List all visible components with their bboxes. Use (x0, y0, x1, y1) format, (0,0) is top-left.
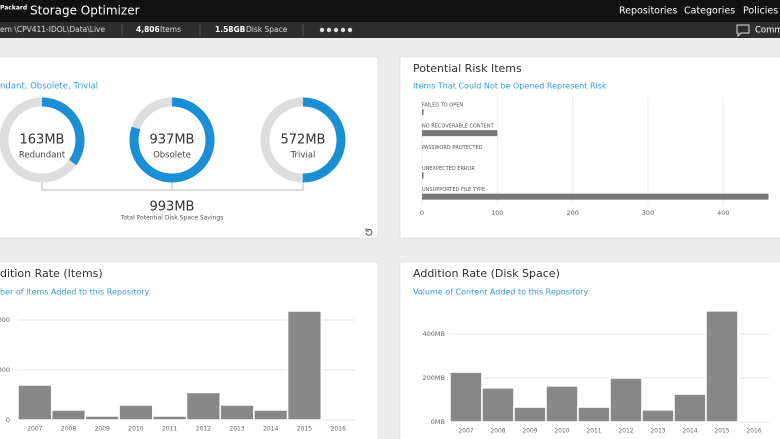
panel-subtitle: Volume of Content Added to this Reposito… (413, 288, 588, 297)
panel-subtitle: ber of Items Added to this Repository (0, 288, 150, 297)
x-tick-label: 300 (642, 209, 654, 217)
bar (422, 130, 498, 137)
nav-item[interactable]: Categories (684, 6, 735, 17)
x-tick-label: 0 (420, 209, 424, 217)
x-tick-label: 100 (491, 209, 503, 217)
donut-arc (260, 97, 346, 183)
bar (422, 193, 769, 200)
x-tick-label: 2007 (27, 426, 42, 433)
x-tick-label: 400 (717, 209, 729, 217)
bar (84, 415, 120, 421)
x-tick-label: 200 (566, 209, 578, 217)
x-tick-label: 2016 (331, 426, 346, 433)
total-savings: 993MB (150, 200, 195, 215)
panel (0, 56, 379, 239)
bar (609, 377, 643, 423)
x-tick-label: 2011 (162, 426, 177, 433)
category-label: PASSWORD PROTECTED (422, 145, 483, 151)
x-tick-label: 2016 (746, 428, 761, 435)
category-label: UNEXPECTED ERROR (422, 166, 475, 172)
donut-arc (129, 97, 215, 183)
status-bar (0, 22, 780, 38)
y-tick-label: 2000 (0, 316, 10, 324)
bar (545, 385, 579, 423)
x-tick-label: 2012 (196, 426, 211, 433)
category-label: UNSUPPORTED FILE TYPE (422, 187, 485, 193)
bar (449, 371, 483, 423)
bar (673, 393, 707, 423)
bar (286, 310, 323, 421)
bar (185, 391, 221, 421)
x-tick-label: 2008 (61, 426, 76, 433)
total-caption: Total Potential Disk Space Savings (120, 215, 224, 222)
x-tick-label: 2013 (650, 428, 665, 435)
x-tick-label: 2009 (95, 426, 110, 433)
nav-item[interactable]: Repositories (619, 6, 677, 17)
x-tick-label: 2013 (229, 426, 244, 433)
x-tick-label: 2014 (263, 426, 278, 433)
x-tick-label: 2012 (618, 428, 633, 435)
bar (422, 109, 424, 115)
bar (422, 172, 424, 179)
refresh-icon[interactable] (365, 228, 373, 236)
donut-value: 572MB (281, 133, 326, 148)
panel-title: Potential Risk Items (413, 62, 522, 75)
category-label: NO RECOVERABLE CONTENT (422, 124, 495, 130)
bar (17, 384, 53, 421)
category-label: FAILED TO OPEN (422, 103, 463, 109)
bar (253, 409, 289, 421)
x-tick-label: 2015 (714, 428, 729, 435)
x-tick-label: 2009 (522, 428, 537, 435)
more-menu[interactable] (319, 27, 353, 33)
panel-subtitle: Items That Could Not be Opened Represent… (413, 82, 607, 91)
bar (513, 406, 547, 423)
donut-value: 937MB (150, 133, 195, 148)
bar (219, 404, 255, 421)
disk-size: 1.58GB (215, 25, 246, 34)
panel (399, 56, 780, 239)
y-tick-label: 0MB (431, 418, 445, 426)
repository-path: em \CPV411-IDOL\Data\Live (0, 25, 105, 34)
x-tick-label: 2014 (682, 428, 697, 435)
x-tick-label: 2008 (490, 428, 505, 435)
bar (641, 409, 675, 423)
y-tick-label: 200MB (423, 374, 445, 382)
nav-item[interactable]: Policies (743, 6, 778, 17)
donut-name: Trivial (290, 151, 316, 161)
logo: Packard (0, 5, 27, 12)
donut-name: Redundant (19, 151, 66, 161)
bar (50, 409, 87, 421)
x-tick-label: 2011 (586, 428, 601, 435)
panel-title: Addition Rate (Disk Space) (413, 267, 560, 280)
x-tick-label: 2010 (554, 428, 569, 435)
bar (152, 415, 188, 421)
panel-subtitle: ndant, Obsolete, Trivial (0, 82, 98, 92)
app-title: Storage Optimizer (30, 4, 140, 18)
bar (705, 310, 739, 423)
disk-unit: Disk Space (246, 25, 288, 34)
bar (577, 406, 611, 423)
items-count: 4,806 (136, 25, 160, 34)
panel-title: dition Rate (Items) (0, 267, 103, 280)
donut-name: Obsolete (153, 151, 191, 161)
x-tick-label: 2015 (297, 426, 312, 433)
top-bar (0, 0, 780, 22)
comments-label[interactable]: Comm (755, 26, 780, 36)
bar (481, 387, 515, 423)
y-tick-label: 0 (6, 416, 10, 424)
items-unit: Items (160, 25, 181, 34)
donut-value: 163MB (20, 133, 65, 148)
y-tick-label: 1000 (0, 366, 10, 374)
donut-arc (0, 97, 85, 183)
x-tick-label: 2010 (128, 426, 143, 433)
comment-icon[interactable] (736, 24, 750, 38)
y-tick-label: 400MB (423, 330, 445, 338)
x-tick-label: 2007 (458, 428, 473, 435)
bar (118, 404, 154, 421)
